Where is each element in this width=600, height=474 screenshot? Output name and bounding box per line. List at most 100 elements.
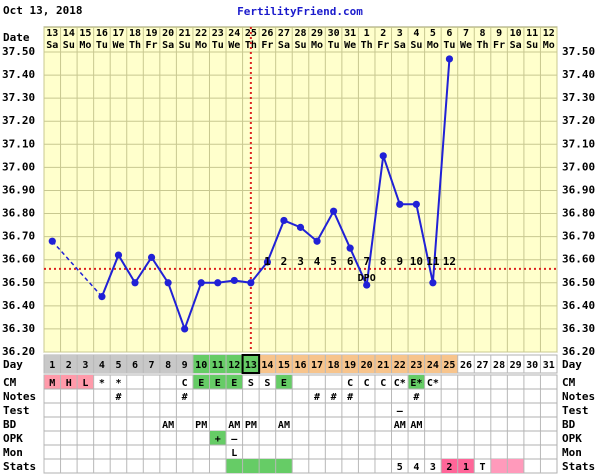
- cell-text: –: [397, 406, 404, 417]
- ovulation-cell: [241, 354, 261, 374]
- row-label: Mon: [562, 446, 582, 459]
- cell-text: E: [281, 378, 287, 389]
- weekday-label: Su: [526, 40, 538, 51]
- y-tick-label: 36.70: [2, 230, 35, 243]
- cell-text: C: [182, 378, 188, 389]
- weekday-label: Su: [294, 40, 306, 51]
- dpo-number: 9: [396, 255, 403, 268]
- cell: [93, 355, 111, 373]
- weekday-label: Su: [63, 40, 75, 51]
- row-background: [43, 444, 558, 460]
- y-tick-label: 37.30: [2, 91, 35, 104]
- temperature-point: [429, 279, 437, 287]
- y-tick-label: 36.60: [2, 253, 35, 266]
- y-tick-label: 36.80: [2, 207, 35, 220]
- cell-text: 5: [397, 462, 403, 473]
- cell: [424, 355, 442, 373]
- temperature-line: [100, 58, 451, 332]
- cell-text: E: [215, 378, 221, 389]
- cell-text: 27: [477, 360, 489, 371]
- row-background: [43, 430, 558, 446]
- y-tick-label: 37.20: [2, 114, 35, 127]
- cell: [242, 459, 260, 473]
- weekday-label: Sa: [510, 40, 522, 51]
- cell-text: #: [182, 392, 188, 403]
- cell-text: 11: [212, 360, 224, 371]
- cell-text: 22: [394, 360, 406, 371]
- temperature-point: [114, 251, 123, 259]
- date-label: 17: [112, 28, 124, 39]
- weekday-label: Th: [361, 40, 373, 51]
- cell-text: #: [413, 392, 419, 403]
- weekday-label: Mo: [543, 40, 555, 51]
- cell-text: L: [82, 378, 88, 389]
- cell-text: 23: [410, 360, 422, 371]
- cell: [192, 355, 210, 373]
- cell-text: AM: [278, 420, 290, 431]
- cell: [242, 355, 260, 373]
- weekday-label: Tu: [328, 40, 340, 51]
- dpo-number: 5: [330, 255, 337, 268]
- row-label: OPK: [3, 432, 23, 445]
- dpo-number: 3: [297, 255, 304, 268]
- dpo-number: 2: [281, 255, 288, 268]
- row-label: CM: [3, 376, 17, 389]
- dpo-number: 7: [363, 255, 370, 268]
- cell-text: 3: [430, 462, 436, 473]
- date-label: 24: [228, 28, 240, 39]
- dpo-number: 8: [380, 255, 387, 268]
- weekday-label: Mo: [427, 40, 439, 51]
- date-label: 22: [195, 28, 207, 39]
- cell-text: 14: [261, 360, 273, 371]
- y-tick-label: 36.60: [562, 253, 595, 266]
- date-label: 14: [63, 28, 75, 39]
- cell-text: C: [364, 378, 370, 389]
- cell-text: M: [49, 378, 55, 389]
- row-label: CM: [562, 376, 576, 389]
- cell-text: 20: [361, 360, 373, 371]
- weekday-label: Tu: [443, 40, 455, 51]
- cell: [325, 355, 342, 373]
- cell-text: *: [115, 378, 121, 389]
- chart-area: [43, 26, 558, 353]
- temperature-point: [445, 55, 454, 63]
- weekday-label: Su: [410, 40, 422, 51]
- y-tick-label: 36.80: [562, 207, 595, 220]
- weekday-label: We: [460, 40, 472, 51]
- cell-text: PM: [195, 420, 207, 431]
- y-tick-label: 36.70: [562, 230, 595, 243]
- y-tick-label: 36.50: [562, 276, 595, 289]
- cell-text: *: [99, 378, 105, 389]
- date-label: 7: [463, 28, 469, 39]
- row-background: [43, 416, 558, 432]
- cell: [391, 355, 409, 373]
- cell: [60, 375, 78, 389]
- dpo-number: 6: [347, 255, 354, 268]
- weekday-label: Mo: [79, 40, 91, 51]
- cell: [209, 431, 227, 445]
- date-label: 6: [446, 28, 452, 39]
- cell-text: +: [215, 434, 221, 445]
- date-label: 18: [129, 28, 141, 39]
- weekday-label: Tu: [96, 40, 108, 51]
- date-label: Date: [3, 31, 30, 44]
- cell-text: C*: [394, 378, 406, 389]
- cell: [275, 459, 293, 473]
- temperature-point: [363, 281, 371, 289]
- cell: [408, 375, 425, 389]
- cell: [60, 355, 78, 373]
- cell-text: E*: [410, 378, 422, 389]
- temperature-point: [280, 216, 288, 225]
- cell-text: 1: [49, 360, 55, 371]
- cell-text: 2: [66, 360, 72, 371]
- cell-text: 6: [132, 360, 138, 371]
- cell-text: #: [331, 392, 337, 403]
- cell: [275, 355, 293, 373]
- weekday-label: Su: [179, 40, 191, 51]
- cell-text: 21: [377, 360, 389, 371]
- row-label: Notes: [562, 390, 595, 403]
- site-name: FertilityFriend.com: [237, 5, 363, 18]
- row-label: Mon: [3, 446, 23, 459]
- weekday-label: Fr: [146, 40, 158, 51]
- row-label: Test: [562, 404, 589, 417]
